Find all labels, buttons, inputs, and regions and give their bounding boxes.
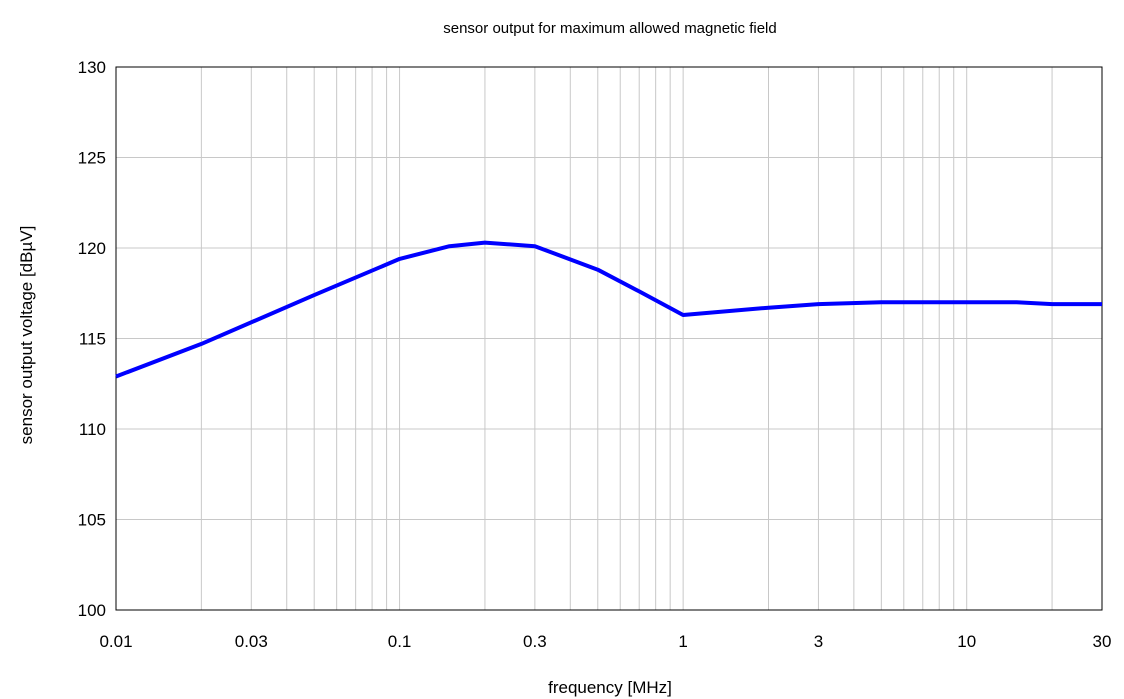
x-tick-label: 0.3 <box>523 632 547 651</box>
y-tick-label: 100 <box>78 601 106 620</box>
y-tick-label: 130 <box>78 58 106 77</box>
chart-title: sensor output for maximum allowed magnet… <box>443 20 777 37</box>
series-group <box>115 240 1102 379</box>
x-tick-label: 0.01 <box>99 632 132 651</box>
y-tick-label: 120 <box>78 239 106 258</box>
plot-frame <box>115 66 1103 611</box>
y-tick-labels: 100 105 110 115 120 125 130 <box>78 58 106 620</box>
y-tick-label: 105 <box>78 511 106 530</box>
x-tick-label: 3 <box>814 632 823 651</box>
series-line <box>115 240 1102 379</box>
y-tick-label: 125 <box>78 149 106 168</box>
x-tick-label: 0.1 <box>388 632 412 651</box>
x-tick-label: 1 <box>678 632 687 651</box>
x-tick-label: 30 <box>1093 632 1112 651</box>
grid <box>116 67 1102 610</box>
y-tick-label: 115 <box>79 330 106 349</box>
y-tick-label: 110 <box>79 420 106 439</box>
y-axis-label: sensor output voltage [dBµV] <box>17 226 36 445</box>
x-tick-labels: 0.01 0.03 0.1 0.3 1 3 10 30 <box>99 632 1111 651</box>
x-tick-label: 10 <box>957 632 976 651</box>
x-axis-label: frequency [MHz] <box>548 678 672 697</box>
x-tick-label: 0.03 <box>235 632 268 651</box>
